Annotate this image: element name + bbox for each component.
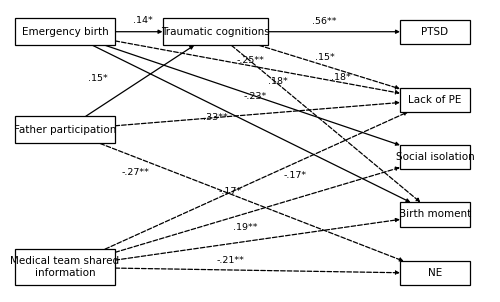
FancyBboxPatch shape xyxy=(400,261,470,285)
FancyBboxPatch shape xyxy=(400,145,470,169)
FancyBboxPatch shape xyxy=(162,18,268,45)
FancyBboxPatch shape xyxy=(15,116,115,143)
Text: Medical team shared
information: Medical team shared information xyxy=(10,256,120,278)
Text: .15*: .15* xyxy=(88,74,108,83)
FancyBboxPatch shape xyxy=(400,202,470,226)
Text: Emergency birth: Emergency birth xyxy=(22,27,108,37)
Text: Father participation: Father participation xyxy=(14,125,116,135)
Text: .18*: .18* xyxy=(268,77,287,86)
Text: Traumatic cognitions: Traumatic cognitions xyxy=(160,27,270,37)
Text: .33**: .33** xyxy=(202,113,228,122)
Text: -.27**: -.27** xyxy=(121,168,149,177)
Text: PTSD: PTSD xyxy=(422,27,448,37)
Text: NE: NE xyxy=(428,268,442,278)
Text: Social isolation: Social isolation xyxy=(396,152,474,162)
Text: .14*: .14* xyxy=(132,16,152,25)
FancyBboxPatch shape xyxy=(15,18,115,45)
Text: .56**: .56** xyxy=(312,17,336,26)
FancyBboxPatch shape xyxy=(400,88,470,112)
Text: -.23*: -.23* xyxy=(244,92,266,101)
Text: Birth moment: Birth moment xyxy=(399,209,471,220)
Text: -.17*: -.17* xyxy=(284,171,306,180)
FancyBboxPatch shape xyxy=(400,20,470,44)
Text: .15*: .15* xyxy=(315,53,335,63)
Text: -.25**: -.25** xyxy=(236,56,264,65)
Text: Lack of PE: Lack of PE xyxy=(408,95,462,105)
Text: .19**: .19** xyxy=(233,223,257,232)
Text: -.21**: -.21** xyxy=(216,256,244,265)
Text: .18*: .18* xyxy=(331,72,351,82)
FancyBboxPatch shape xyxy=(15,249,115,285)
Text: -.17*: -.17* xyxy=(218,187,242,196)
